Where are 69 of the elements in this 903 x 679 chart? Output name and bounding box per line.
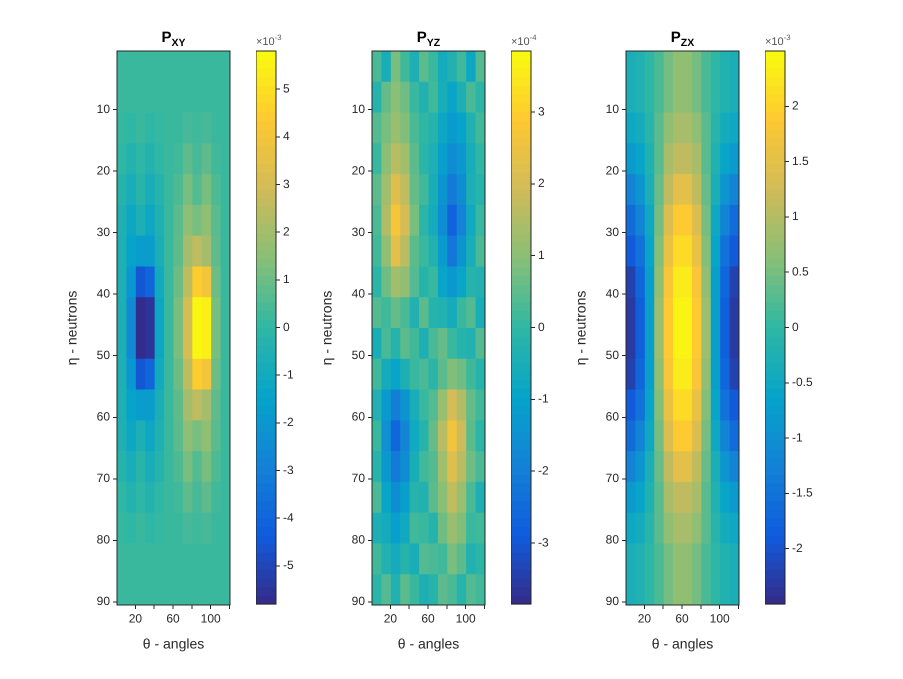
- y-tick-label: 50: [351, 348, 365, 362]
- color-bar-label: 0: [792, 320, 799, 334]
- color-bar-label: -1: [792, 430, 803, 444]
- y-tick-label: 70: [96, 471, 110, 486]
- y-tick-label: 10: [606, 102, 620, 116]
- y-tick-label: 70: [351, 471, 365, 486]
- color-bar-label: 1.5: [792, 154, 810, 168]
- y-tick-label: 50: [606, 348, 620, 362]
- x-tick-label: 20: [383, 612, 397, 626]
- y-tick-label: 20: [351, 163, 365, 178]
- y-tick-label: 80: [606, 532, 620, 547]
- y-tick-label: 80: [351, 532, 365, 547]
- color-bar-label: 3: [283, 176, 290, 191]
- y-tick-label: 40: [606, 286, 620, 300]
- color-bar-label: -1.5: [792, 486, 814, 500]
- x-tick-label: 100: [710, 612, 730, 626]
- y-tick-label: 30: [96, 224, 110, 239]
- y-tick-label: 20: [606, 163, 620, 178]
- color-bar-label: -1: [283, 367, 294, 382]
- y-tick-label: 70: [606, 471, 620, 486]
- color-bar-label: 3: [538, 104, 544, 118]
- color-bar-label: -3: [283, 462, 294, 477]
- x-axis-title: θ - angles: [397, 635, 459, 652]
- color-bar-label: -5: [283, 558, 294, 572]
- color-bar-label: -0.5: [792, 375, 814, 390]
- y-tick-label: 60: [351, 410, 365, 424]
- color-bar-label: 4: [283, 129, 290, 144]
- y-tick-label: 10: [96, 102, 110, 116]
- color-bar-label: -2: [283, 415, 294, 430]
- y-axis-title: η - neutrons: [572, 290, 588, 366]
- color-bar-label: 1: [283, 272, 290, 286]
- y-axis-title: η - neutrons: [63, 290, 80, 366]
- x-tick-label: 20: [128, 612, 142, 626]
- y-tick-label: 20: [96, 163, 110, 178]
- y-tick-label: 90: [606, 594, 620, 608]
- x-axis-title: θ - angles: [142, 635, 204, 652]
- x-axis-title: θ - angles: [652, 635, 714, 652]
- color-bar-label: 2: [792, 98, 799, 113]
- color-bar-label: -3: [538, 535, 548, 550]
- y-tick-label: 30: [606, 224, 620, 239]
- y-tick-label: 90: [96, 594, 110, 608]
- y-tick-label: 40: [96, 286, 110, 300]
- color-bar-label: 0.5: [792, 264, 810, 279]
- color-bar-label: -2: [792, 541, 803, 556]
- color-bar-label: 1: [792, 209, 799, 224]
- x-tick-label: 60: [420, 612, 435, 626]
- x-tick-label: 100: [200, 612, 222, 626]
- color-bar-label: -2: [538, 463, 548, 478]
- x-tick-label: 20: [638, 612, 652, 626]
- y-tick-label: 40: [351, 286, 365, 300]
- x-tick-label: 60: [166, 612, 180, 626]
- color-bar-label: 1: [538, 248, 544, 262]
- y-tick-label: 10: [351, 102, 365, 116]
- color-bar-label: 5: [283, 81, 290, 96]
- y-tick-label: 30: [351, 224, 365, 239]
- x-tick-label: 100: [455, 612, 476, 626]
- x-tick-label: 60: [675, 612, 690, 626]
- y-tick-label: 60: [606, 410, 620, 424]
- color-bar-label: 2: [283, 224, 290, 238]
- y-tick-label: 60: [96, 410, 110, 424]
- y-tick-label: 50: [96, 348, 110, 362]
- color-bar-label: -1: [538, 392, 548, 406]
- color-bar-label: 0: [538, 320, 544, 334]
- y-axis-title: η - neutrons: [318, 290, 334, 366]
- y-tick-label: 80: [96, 532, 110, 547]
- color-bar-label: 0: [283, 320, 290, 334]
- color-bar-label: -4: [283, 510, 294, 524]
- y-tick-label: 90: [351, 594, 365, 608]
- color-bar-label: 2: [538, 176, 544, 190]
